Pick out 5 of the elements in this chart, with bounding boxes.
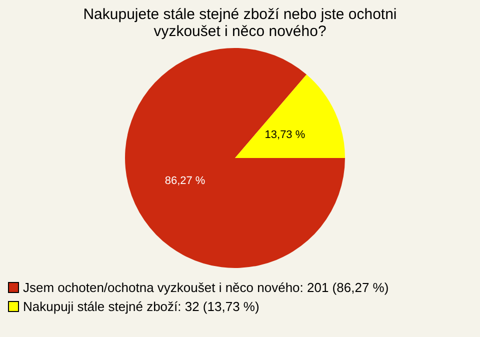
- legend-label: Jsem ochoten/ochotna vyzkoušet i něco nového: 201 (86,27 %): [23, 279, 389, 297]
- data-label: 86,27 %: [164, 175, 206, 188]
- data-label: 13,73 %: [264, 129, 306, 142]
- chart-title: Nakupujete stále stejné zboží nebo jste ochotni vyzkoušet i něco nového?: [82, 5, 398, 40]
- legend-label: Nakupuji stále stejné zboží: 32 (13,73 %): [23, 298, 260, 316]
